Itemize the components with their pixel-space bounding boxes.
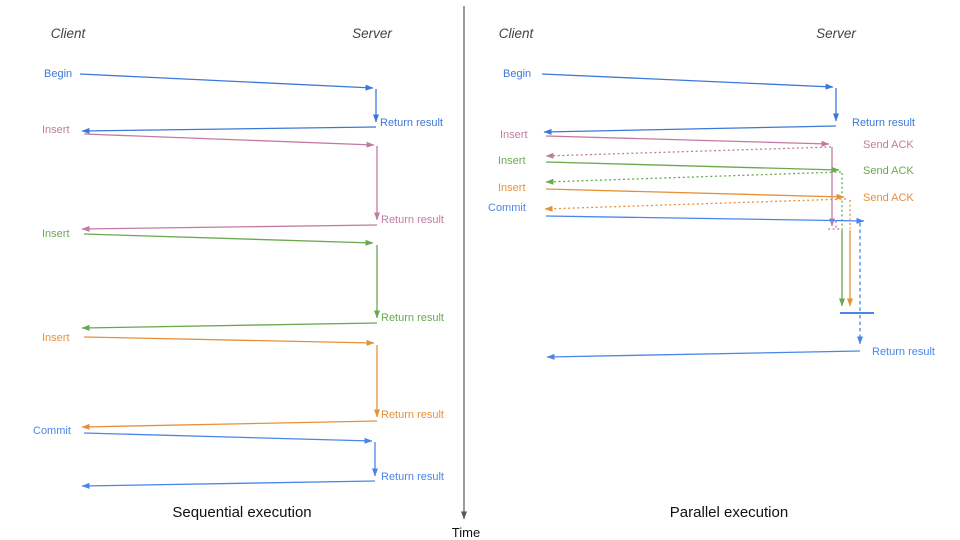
sequential-return-result-label-5: Return result bbox=[381, 471, 444, 483]
parallel-send-ack-label-3: Send ACK bbox=[863, 192, 914, 204]
parallel-send-ack-label-2: Send ACK bbox=[863, 165, 914, 177]
parallel-insert2-ack-line bbox=[545, 171, 842, 185]
parallel-commit-request-line bbox=[545, 215, 865, 224]
parallel-insert3-request-line bbox=[545, 188, 845, 200]
parallel-insert2-request-line bbox=[545, 161, 840, 173]
sequential-insert2-request-line bbox=[83, 233, 374, 246]
parallel-return-result-label-2: Return result bbox=[872, 346, 935, 358]
sequential-server-header: Server bbox=[352, 26, 392, 41]
parallel-begin-label: Begin bbox=[503, 68, 531, 80]
sequential-return-result-label-1: Return result bbox=[380, 117, 443, 129]
parallel-title: Parallel execution bbox=[670, 504, 788, 521]
sequential-commit-label: Commit bbox=[33, 425, 71, 437]
parallel-insert3-ack-line bbox=[544, 198, 847, 212]
parallel-client-header: Client bbox=[499, 26, 535, 41]
parallel-insert1-request-line bbox=[545, 135, 830, 147]
sequential-insert-label-2: Insert bbox=[42, 228, 70, 240]
sequential-begin-response-line bbox=[81, 126, 377, 134]
sequential-return-result-label-4: Return result bbox=[381, 409, 444, 421]
sequential-return-result-label-3: Return result bbox=[381, 312, 444, 324]
sequential-return-result-label-2: Return result bbox=[381, 214, 444, 226]
sequential-commit-request-line bbox=[83, 432, 373, 444]
parallel-send-ack-label-1: Send ACK bbox=[863, 139, 914, 151]
sequential-insert-label-1: Insert bbox=[42, 124, 70, 136]
parallel-server-header: Server bbox=[816, 26, 856, 41]
parallel-begin-request-line bbox=[541, 73, 834, 90]
sequential-insert-label-3: Insert bbox=[42, 332, 70, 344]
time-axis-label: Time bbox=[452, 525, 480, 540]
sequential-client-header: Client bbox=[51, 26, 87, 41]
sequential-insert3-request-line bbox=[83, 336, 375, 346]
sequential-commit-response-line bbox=[81, 480, 376, 489]
sequential-insert2-response-line bbox=[81, 322, 378, 331]
parallel-insert-label-2: Insert bbox=[498, 155, 526, 167]
parallel-return-result-label-1: Return result bbox=[852, 117, 915, 129]
parallel-insert-label-1: Insert bbox=[500, 129, 528, 141]
parallel-insert-label-3: Insert bbox=[498, 182, 526, 194]
parallel-insert1-ack-line bbox=[545, 146, 832, 159]
sequential-title: Sequential execution bbox=[172, 504, 311, 521]
parallel-begin-response-line bbox=[543, 125, 837, 135]
sequential-insert3-response-line bbox=[81, 420, 378, 430]
parallel-commit-label: Commit bbox=[488, 202, 526, 214]
sequential-insert1-request-line bbox=[83, 133, 375, 148]
parallel-commit-response-line bbox=[546, 350, 861, 360]
sequential-begin-request-line bbox=[79, 73, 374, 91]
sequential-begin-label: Begin bbox=[44, 68, 72, 80]
sequential-insert1-response-line bbox=[81, 224, 378, 232]
